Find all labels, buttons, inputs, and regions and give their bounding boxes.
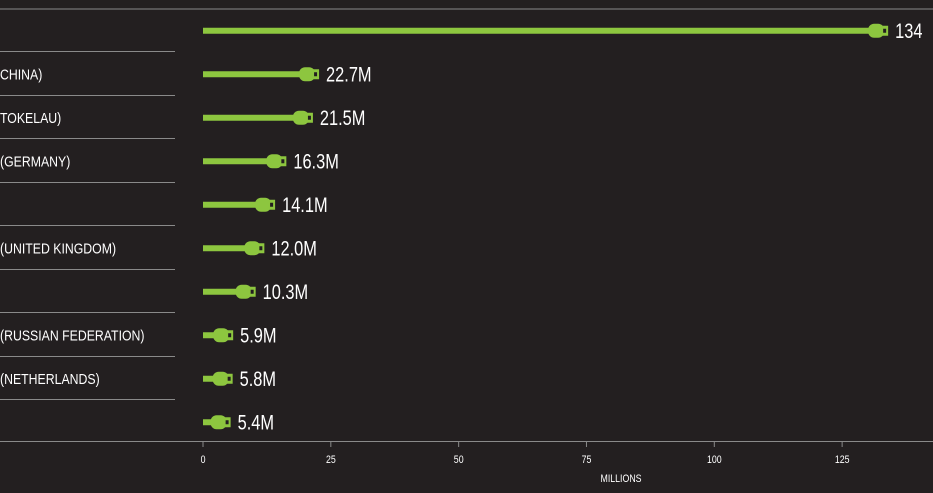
bar: 21.5M [203, 106, 366, 130]
value-label: 5.9M [240, 324, 276, 347]
x-tick-label: 125 [835, 454, 850, 466]
bar-cable [203, 419, 214, 426]
bar-cable [203, 201, 259, 208]
x-tick-label: 25 [326, 454, 336, 466]
value-label: 5.4M [238, 411, 274, 434]
bar-plug [213, 328, 230, 343]
bar: 5.8M [203, 367, 276, 391]
x-tick-label: 100 [707, 454, 722, 466]
bar: 14.1M [203, 193, 328, 217]
bar-plug-notch [307, 115, 311, 120]
bar-plug [255, 197, 272, 212]
bar-plug [210, 415, 227, 430]
bars-group: 134 22.7M 21.5M 16.3M 14.1M 12.0M 10.3M 5.9M 5.8… [203, 19, 922, 434]
bar-plug [266, 154, 283, 169]
bar: 22.7M [203, 63, 372, 86]
bar-cable [203, 288, 239, 295]
bar-cable [203, 332, 217, 339]
value-label: 21.5M [320, 106, 366, 129]
x-tick-label: 0 [201, 454, 206, 466]
category-label: TOKELAU) [0, 110, 61, 126]
bar-plug-notch [883, 28, 887, 33]
value-label: 10.3M [263, 280, 309, 303]
category-label: (GERMANY) [0, 154, 70, 170]
bar: 10.3M [203, 280, 309, 304]
bar-plug [235, 284, 252, 299]
value-label: 14.1M [282, 193, 328, 216]
bar-plug [244, 241, 261, 256]
bar-plug [868, 23, 885, 38]
bar-cable [203, 71, 303, 78]
bar-cable [203, 158, 270, 165]
x-axis-title: MILLIONS [601, 473, 642, 485]
bar-plug-notch [281, 159, 285, 164]
category-label: (RUSSIAN FEDERATION) [0, 328, 145, 344]
category-label: CHINA) [0, 67, 42, 83]
bar: 134 [203, 19, 922, 43]
category-label: (UNITED KINGDOM) [0, 241, 116, 257]
value-label: 134 [895, 19, 922, 42]
row-labels-group: CHINA) TOKELAU) (GERMANY) (UNITED KINGDOM) (… [0, 67, 145, 388]
bar-plug-notch [270, 202, 274, 207]
bar-cable [203, 375, 216, 382]
bar: 5.4M [203, 411, 274, 434]
bar-plug [212, 371, 229, 386]
bar-plug-notch [227, 376, 231, 381]
bar-plug-notch [225, 420, 229, 425]
value-label: 16.3M [293, 150, 339, 173]
x-axis: 0 25 50 75 100 125 [0, 441, 933, 466]
value-label: 12.0M [271, 237, 317, 260]
value-label: 22.7M [326, 63, 372, 86]
bar-cable [203, 27, 872, 34]
bar-plug-notch [259, 246, 263, 251]
x-tick-label: 50 [454, 454, 464, 466]
bar: 16.3M [203, 150, 339, 173]
bar-plug [299, 67, 316, 82]
x-tick-label: 75 [582, 454, 592, 466]
bar-cable [203, 245, 248, 252]
bar-plug-notch [314, 72, 318, 77]
bar-cable [203, 114, 296, 121]
bar: 12.0M [203, 237, 317, 260]
row-dividers [0, 51, 175, 400]
category-label: (NETHERLANDS) [0, 371, 100, 387]
bar-plug-notch [228, 333, 232, 338]
bar-plug [292, 110, 309, 125]
bar-plug-notch [250, 289, 254, 294]
value-label: 5.8M [240, 367, 276, 390]
bar: 5.9M [203, 324, 277, 347]
